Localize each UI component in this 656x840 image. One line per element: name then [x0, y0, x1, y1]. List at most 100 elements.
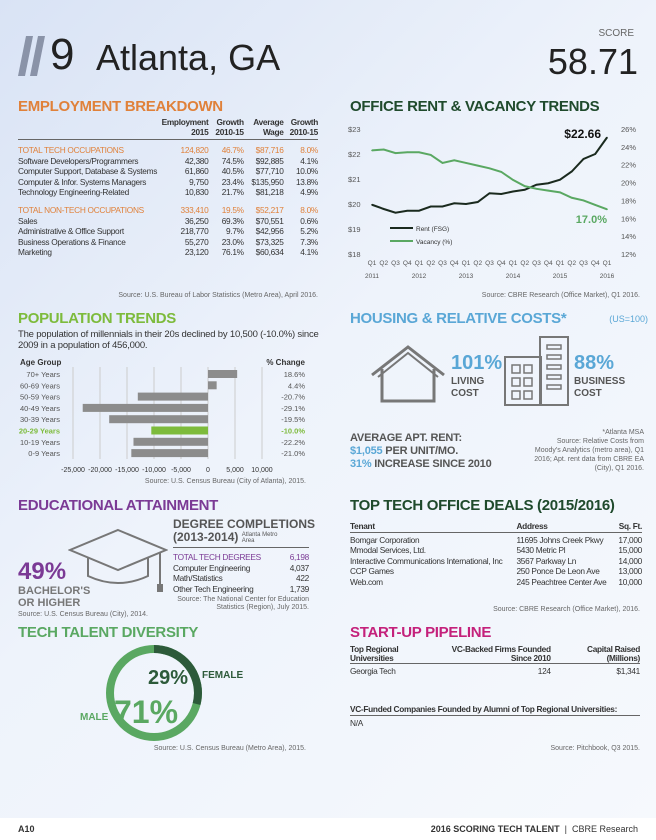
data-point — [406, 209, 409, 212]
data-point — [476, 201, 479, 203]
tenant: Interactive Communications International… — [350, 555, 503, 566]
x-tick-quarter: Q1 — [603, 260, 612, 267]
cell-value: $77,710 — [255, 166, 284, 177]
y-left-tick: $22 — [348, 150, 361, 159]
y-left-tick: $18 — [348, 250, 361, 259]
col-tenant: Tenant — [350, 521, 375, 531]
population-title: POPULATION TRENDS — [18, 310, 176, 327]
cell-value: 0.6% — [300, 215, 318, 226]
living-l2: COST — [451, 388, 479, 399]
x-tick: -20,000 — [88, 467, 112, 474]
city-title: Atlanta, GA — [96, 37, 281, 78]
business-pct: 88% — [574, 352, 615, 374]
occupation-label: Sales — [18, 215, 38, 226]
data-point — [582, 199, 585, 202]
data-point — [512, 179, 514, 181]
data-point — [371, 149, 373, 152]
bachelors-line2: OR HIGHER — [18, 597, 81, 609]
table-row: Business Operations & Finance 55,270 23.0%… — [18, 237, 318, 248]
education-source: Source: U.S. Census Bureau (City), 2014. — [18, 611, 148, 618]
female-label: FEMALE — [202, 670, 244, 681]
x-tick: -10,000 — [142, 467, 166, 474]
footer-brand: CBRE Research — [571, 824, 638, 834]
pct-change-label: -20.7% — [281, 393, 305, 402]
data-point — [559, 178, 561, 181]
page-number: A10 — [18, 824, 35, 834]
living-label: LIVING COST — [451, 376, 484, 400]
data-point — [429, 154, 432, 156]
table-row: Software Developers/Programmers 42,380 74.… — [18, 156, 318, 167]
degree-completions: DEGREE COMPLETIONS (2013-2014) Atlanta M… — [173, 518, 315, 612]
pct-change-label: 18.6% — [284, 370, 306, 379]
occupation-label: Administrative & Office Support — [18, 226, 124, 237]
table-row: Web.com 245 Peachtree Center Ave 10,000 — [350, 577, 642, 588]
cell-value: $42,956 — [255, 226, 284, 237]
y-left-tick: $23 — [348, 125, 361, 134]
total-value: 19.5% — [221, 204, 244, 215]
cell-value: $60,634 — [255, 247, 284, 258]
cell-value: 76.1% — [221, 247, 244, 258]
employment-table: Employment 2015 Growth 2010-15 Average W… — [18, 117, 318, 258]
cell-value: $70,551 — [255, 215, 284, 226]
deals-table: Tenant Address Sq. Ft. Bomgar Corporatio… — [350, 521, 642, 588]
data-point — [429, 205, 432, 208]
degree-count: 1,739 — [289, 583, 310, 594]
series-line-vacancy — [371, 148, 608, 211]
address: 5430 Metric Pl — [516, 545, 566, 556]
x-tick-quarter: Q3 — [438, 260, 447, 267]
y-right-tick: 26% — [621, 125, 636, 134]
col-growth: Growth 2010-15 — [215, 117, 244, 137]
table-row: Interactive Communications International… — [350, 556, 642, 567]
sqft: 15,000 — [618, 545, 642, 556]
sqft: 14,000 — [618, 555, 642, 566]
pct-change-label: -22.2% — [281, 438, 305, 447]
business-label: BUSINESS COST — [574, 376, 625, 400]
series-line-rent — [371, 136, 608, 214]
rent-increase-text: INCREASE SINCE 2010 — [371, 458, 492, 470]
occupation-label: Technology Engineering-Related — [18, 187, 129, 198]
bar — [133, 437, 208, 446]
degree-label: TOTAL TECH DEGREES — [173, 552, 261, 562]
cell-value: 69.3% — [221, 215, 244, 226]
cell-value: 5.2% — [300, 226, 318, 237]
degree-count: 4,037 — [289, 562, 310, 573]
data-point — [476, 164, 479, 167]
female-arc — [106, 645, 202, 741]
x-tick-quarter: Q3 — [391, 260, 400, 267]
rent-source: Source: CBRE Research (Office Market), Q… — [481, 292, 640, 299]
data-point — [441, 162, 444, 164]
x-tick-year: 2013 — [459, 273, 474, 280]
apt-rent-value: $1,055 — [350, 445, 383, 457]
x-tick-quarter: Q4 — [403, 260, 412, 267]
cell-value: 7.3% — [300, 236, 318, 247]
data-point — [523, 188, 526, 191]
capital: $1,341 — [616, 666, 640, 676]
business-l2: COST — [574, 388, 602, 399]
cell-value: 10,830 — [184, 187, 209, 198]
cell-value: 40.5% — [221, 166, 244, 177]
total-value: 8.0% — [300, 145, 318, 155]
table-row: Administrative & Office Support 218,770 9.… — [18, 226, 318, 237]
bar — [151, 426, 208, 435]
building-icon — [504, 336, 569, 406]
sqft: 17,000 — [618, 534, 642, 545]
x-tick-quarter: Q2 — [379, 260, 388, 267]
data-point — [394, 152, 397, 154]
housing-index: (US=100) — [609, 314, 648, 324]
y-right-tick: 24% — [621, 143, 636, 152]
cell-value: 9,750 — [189, 176, 209, 187]
living-pct: 101% — [451, 352, 503, 374]
age-label: 50-59 Years — [20, 393, 60, 402]
end-rent-label: $22.66 — [564, 127, 601, 141]
address: 250 Ponce De Leon Ave — [516, 566, 600, 577]
cell-value: 36,250 — [184, 215, 209, 226]
diversity-source: Source: U.S. Census Bureau (Metro Area),… — [153, 745, 306, 752]
y-right-tick: 16% — [621, 214, 636, 223]
col-university: Top Regional Universities — [350, 644, 399, 663]
male-pct: 71% — [114, 694, 179, 730]
total-value: $52,217 — [255, 204, 284, 215]
data-point — [570, 170, 573, 173]
degrees-note: Atlanta Metro Area — [241, 532, 278, 544]
degree-row: Other Tech Engineering 1,739 — [173, 584, 309, 595]
data-point — [382, 148, 385, 151]
